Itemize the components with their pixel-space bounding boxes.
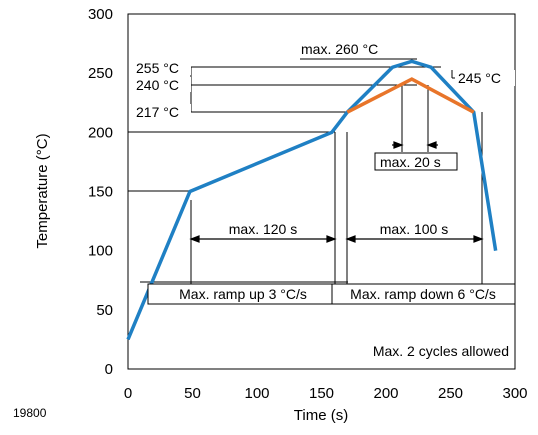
x-tick-label: 100 [244, 385, 269, 402]
series-line-typical-profile [346, 77, 475, 114]
y-tick-label: 150 [88, 184, 113, 201]
y-tick-label: 50 [96, 302, 113, 319]
label-cycles: Max. 2 cycles allowed [373, 343, 509, 359]
x-axis-title: Time (s) [294, 407, 348, 424]
label-245c: 245 °C [458, 70, 501, 86]
x-tick-label: 0 [124, 385, 132, 402]
dimension-arrows [189, 141, 484, 243]
label-240c: 240 °C [136, 77, 179, 93]
y-tick-label: 0 [105, 361, 113, 378]
y-tick-label: 100 [88, 243, 113, 260]
label-217c: 217 °C [136, 104, 179, 120]
y-tick-label: 200 [88, 124, 113, 141]
x-axis-ticks: 0 50 100 150 200 250 300 [124, 385, 528, 402]
label-peak-max: max. 260 °C [301, 41, 378, 57]
label-preheat-time: max. 120 s [229, 221, 297, 237]
label-ramp-down: Max. ramp down 6 °C/s [350, 286, 496, 302]
y-tick-label: 250 [88, 65, 113, 82]
x-tick-label: 300 [502, 385, 527, 402]
x-tick-label: 150 [309, 385, 334, 402]
y-axis-title: Temperature (°C) [34, 133, 51, 248]
series-line-max-profile [126, 59, 498, 341]
x-tick-label: 200 [373, 385, 398, 402]
series-group [126, 59, 498, 341]
annotation-lines [128, 58, 483, 298]
y-tick-label: 300 [88, 6, 113, 23]
label-ramp-up: Max. ramp up 3 °C/s [179, 286, 307, 302]
figure-code: 19800 [13, 406, 47, 420]
x-tick-label: 250 [438, 385, 463, 402]
y-axis-ticks: 0 50 100 150 200 250 300 [88, 6, 113, 378]
label-reflow-time: max. 100 s [380, 221, 448, 237]
x-tick-label: 50 [184, 385, 201, 402]
label-time-at-peak: max. 20 s [380, 154, 441, 170]
label-255c: 255 °C [136, 60, 179, 76]
